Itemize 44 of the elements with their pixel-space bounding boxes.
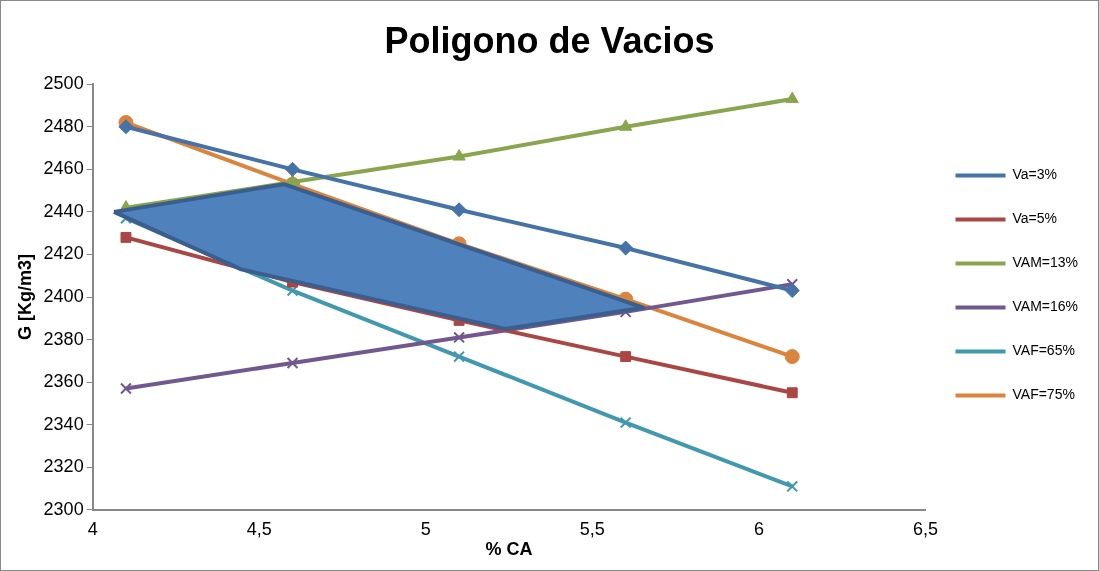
point — [620, 351, 632, 363]
x-tick-label: 6 — [753, 518, 764, 539]
y-tick-label: 2460 — [43, 158, 84, 179]
y-tick-label: 2320 — [43, 456, 84, 477]
x-tick-label: 4 — [87, 518, 98, 539]
point — [451, 202, 467, 218]
point — [784, 283, 800, 299]
legend-label: VAM=16% — [1012, 298, 1078, 315]
legend-label: VAM=13% — [1012, 254, 1078, 271]
point — [453, 350, 466, 363]
x-tick-label: 4,5 — [246, 518, 272, 539]
legend-label: Va=5% — [1012, 210, 1057, 227]
x-tick-label: 5 — [420, 518, 431, 539]
x-tick-label: 5,5 — [579, 518, 605, 539]
point — [786, 387, 798, 399]
point — [784, 349, 800, 365]
legend-label: Va=3% — [1012, 166, 1057, 183]
point — [786, 480, 799, 493]
point — [285, 161, 301, 177]
point — [619, 416, 632, 429]
point — [619, 119, 633, 131]
point — [453, 331, 466, 344]
y-tick-label: 2360 — [43, 371, 84, 392]
y-tick-label: 2340 — [43, 413, 84, 434]
y-tick-label: 2420 — [43, 243, 84, 264]
y-axis-title: G [Kg/m3] — [14, 253, 35, 341]
y-tick-label: 2300 — [43, 498, 84, 519]
point — [120, 382, 132, 395]
y-tick-label: 2480 — [43, 115, 84, 136]
point — [618, 240, 634, 256]
point — [120, 231, 132, 243]
y-tick-label: 2380 — [43, 328, 84, 349]
point — [452, 149, 466, 161]
point — [785, 91, 799, 104]
legend-label: VAF=75% — [1012, 386, 1075, 403]
legend-label: VAF=65% — [1012, 342, 1075, 359]
chart-title: Poligono de Vacios — [384, 19, 715, 61]
y-tick-label: 2440 — [43, 200, 84, 221]
point — [286, 357, 299, 369]
y-tick-label: 2500 — [43, 73, 84, 94]
y-tick-label: 2400 — [43, 285, 84, 306]
x-tick-label: 6,5 — [912, 518, 939, 539]
point — [118, 119, 134, 135]
x-axis-title: % CA — [485, 539, 533, 560]
